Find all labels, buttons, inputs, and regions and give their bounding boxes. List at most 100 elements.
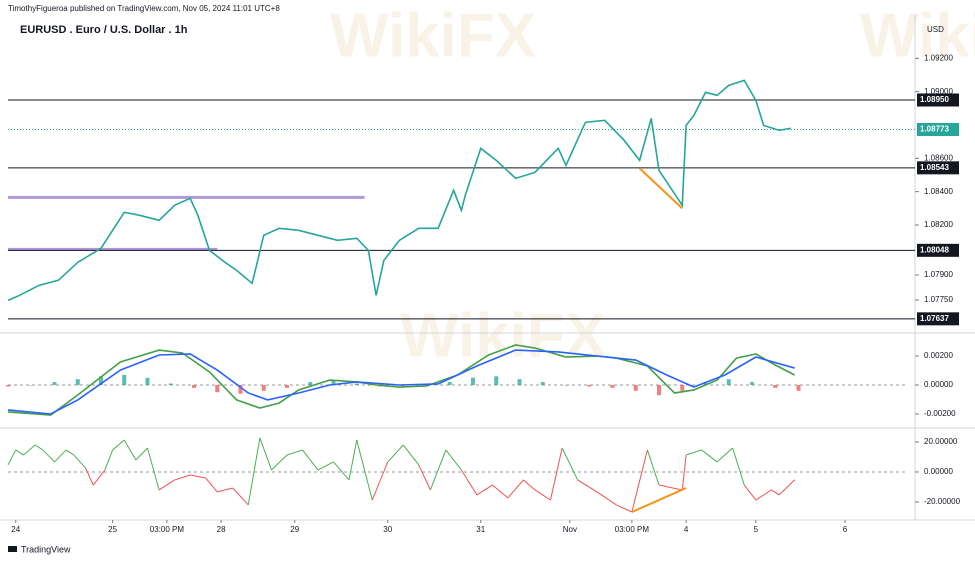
x-tick-label: 03:00 PM bbox=[150, 525, 185, 534]
line-segment bbox=[302, 449, 319, 471]
histogram-bar bbox=[726, 379, 731, 385]
line-segment bbox=[701, 449, 718, 463]
histogram-bar bbox=[750, 382, 754, 385]
line-segment bbox=[205, 477, 218, 493]
line-segment bbox=[259, 437, 272, 471]
line-segment bbox=[158, 479, 175, 491]
line-segment bbox=[492, 484, 509, 499]
histogram-bar bbox=[354, 383, 359, 385]
histogram-bar bbox=[564, 385, 568, 386]
level-label-box bbox=[917, 161, 959, 175]
histogram-bar bbox=[52, 382, 57, 385]
line-segment bbox=[732, 447, 745, 486]
y-tick-label: 1.09000 bbox=[924, 87, 953, 96]
line-segment bbox=[174, 474, 191, 481]
histogram-bar bbox=[331, 380, 336, 385]
line-segment bbox=[286, 449, 303, 456]
x-tick-label: Nov bbox=[563, 525, 577, 534]
line-segment bbox=[755, 489, 772, 501]
line-segment bbox=[54, 449, 67, 463]
histogram-bar bbox=[773, 385, 778, 388]
watermark: WikiFX bbox=[400, 301, 606, 370]
chart-title: EURUSD . Euro / U.S. Dollar . 1h bbox=[20, 24, 188, 36]
x-tick-label: 4 bbox=[684, 525, 689, 534]
line-segment bbox=[104, 449, 114, 471]
histogram-bar bbox=[471, 377, 475, 385]
last-price-label: 1.08773 bbox=[920, 125, 949, 134]
y-tick-label: 0.00000 bbox=[924, 380, 953, 389]
level-label-box bbox=[917, 93, 959, 107]
x-tick-label: 30 bbox=[383, 525, 392, 534]
histogram-bar bbox=[494, 376, 499, 385]
line-segment bbox=[34, 444, 44, 451]
line-segment bbox=[429, 449, 447, 491]
line-segment bbox=[23, 444, 36, 456]
histogram-bar bbox=[308, 382, 313, 385]
line-segment bbox=[445, 449, 462, 471]
line-segment bbox=[743, 484, 757, 501]
y-tick-label: 1.07750 bbox=[924, 295, 953, 304]
line-segment bbox=[685, 449, 702, 456]
histogram-bar bbox=[657, 385, 661, 396]
trend-line bbox=[638, 167, 683, 210]
line-segment bbox=[73, 454, 86, 469]
line-segment bbox=[418, 464, 431, 491]
histogram-bar bbox=[99, 376, 103, 385]
x-tick-label: 5 bbox=[754, 525, 759, 534]
line-segment bbox=[348, 439, 358, 481]
histogram-bar bbox=[680, 385, 685, 391]
line-segment bbox=[112, 439, 125, 451]
line-segment bbox=[771, 489, 780, 496]
y-tick-label: 1.08200 bbox=[924, 220, 953, 229]
y-tick-label: 20.00000 bbox=[924, 437, 958, 446]
watermark: WikiFX bbox=[330, 1, 536, 70]
x-tick-label: 31 bbox=[476, 525, 485, 534]
histogram-bar bbox=[168, 383, 173, 385]
y-tick-label: 0.00200 bbox=[924, 351, 953, 360]
line-segment bbox=[596, 491, 617, 506]
level-label-box bbox=[917, 243, 959, 257]
histogram-bar bbox=[401, 385, 406, 387]
line-segment bbox=[577, 479, 598, 493]
line-segment bbox=[147, 447, 160, 491]
line-segment bbox=[523, 479, 536, 491]
x-tick-label: 03:00 PM bbox=[615, 525, 650, 534]
brand-logo bbox=[8, 546, 17, 552]
level-label-box bbox=[917, 312, 959, 326]
line-segment bbox=[333, 461, 350, 481]
histogram-bar bbox=[215, 385, 220, 393]
line-segment bbox=[616, 504, 633, 513]
line-segment bbox=[460, 469, 478, 496]
x-tick-label: 25 bbox=[108, 525, 117, 534]
line-segment bbox=[658, 484, 683, 491]
currency: USD bbox=[927, 25, 944, 34]
histogram-bar bbox=[633, 385, 638, 391]
line-segment bbox=[123, 439, 137, 461]
histogram-bar bbox=[517, 379, 522, 385]
line-segment bbox=[534, 489, 551, 501]
line-segment bbox=[317, 461, 334, 471]
histogram-bar bbox=[610, 385, 615, 388]
y-tick-label: -20.00000 bbox=[924, 497, 961, 506]
line-segment bbox=[476, 484, 493, 496]
histogram-bar bbox=[75, 379, 80, 385]
line-segment bbox=[135, 447, 148, 461]
line-segment bbox=[232, 487, 249, 506]
line-segment bbox=[681, 454, 687, 491]
histogram-bar bbox=[796, 385, 801, 391]
x-tick-label: 6 bbox=[843, 525, 848, 534]
line-segment bbox=[387, 444, 404, 463]
line-segment bbox=[42, 449, 55, 463]
trend-line bbox=[631, 487, 687, 513]
line-segment bbox=[631, 449, 648, 513]
line-segment bbox=[85, 467, 94, 486]
brand: TradingView bbox=[21, 544, 71, 554]
y-tick-label: 1.09200 bbox=[924, 53, 953, 62]
y-tick-label: 0.00000 bbox=[924, 467, 953, 476]
x-tick-label: 29 bbox=[290, 525, 299, 534]
line-segment bbox=[550, 447, 563, 501]
last-price-box bbox=[917, 123, 959, 136]
level-label: 1.07637 bbox=[920, 314, 949, 323]
level-label: 1.08543 bbox=[920, 163, 949, 172]
